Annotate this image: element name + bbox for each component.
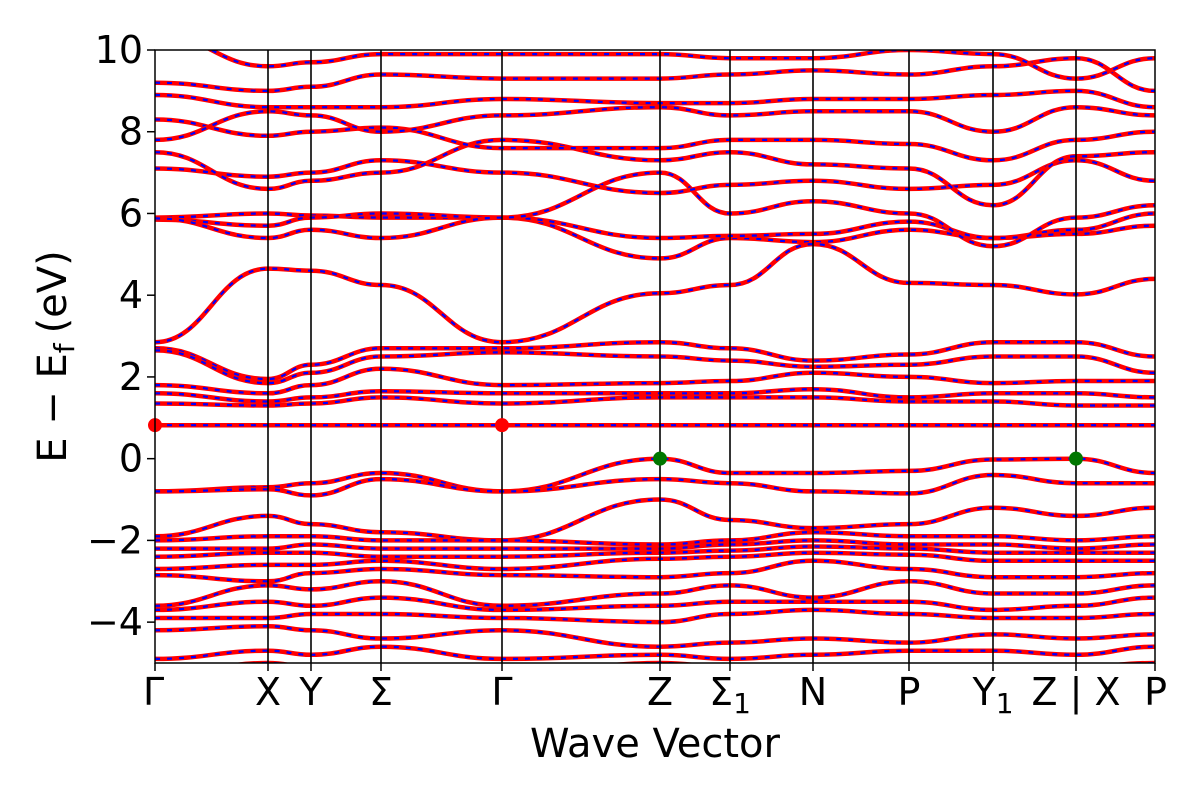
band-line-10 bbox=[206, 50, 1155, 81]
x-tick-label: Y bbox=[298, 670, 323, 714]
y-tick-label: −4 bbox=[87, 600, 143, 644]
x-tick-label: Σ1 bbox=[709, 670, 751, 720]
x-tick-label: Γ bbox=[491, 670, 512, 714]
y-axis-title-main: E − E bbox=[30, 353, 76, 463]
band-line-2 bbox=[155, 211, 1155, 241]
y-tick-label: 0 bbox=[119, 437, 143, 481]
x-tick-label: X bbox=[255, 670, 281, 714]
x-tick-label: Z bbox=[647, 670, 673, 714]
y-tick-label: 2 bbox=[119, 355, 143, 399]
band-line-dashed-20 bbox=[155, 498, 1155, 542]
band-line-dashed-26 bbox=[155, 580, 1155, 607]
band-line-6 bbox=[155, 117, 1155, 163]
y-axis-title: E − Ef (eV) bbox=[30, 250, 81, 463]
x-tick-label: Σ bbox=[369, 670, 393, 714]
band-extremum-marker-2 bbox=[495, 418, 509, 433]
band-line-dashed-13 bbox=[155, 349, 1155, 385]
x-tick-label: Z | X bbox=[1031, 670, 1120, 715]
y-tick-label: 10 bbox=[95, 28, 143, 72]
band-extremum-marker-3 bbox=[653, 451, 667, 466]
band-line-27 bbox=[155, 595, 1155, 613]
band-line-7 bbox=[155, 104, 1155, 143]
high-symmetry-lines bbox=[267, 50, 1077, 663]
x-tick-label: P bbox=[1144, 670, 1167, 714]
y-tick-label: −2 bbox=[87, 518, 143, 562]
y-axis: −4 −2 0 2 4 6 8 10 bbox=[87, 28, 155, 644]
x-tick-label: N bbox=[799, 670, 827, 714]
plot-frame bbox=[154, 49, 1156, 664]
x-axis: Γ X Y Σ Γ Z Σ1 N P Y1 Z | X P bbox=[143, 663, 1167, 720]
x-tick-label: P bbox=[898, 670, 921, 714]
band-line-dashed-5 bbox=[155, 138, 1155, 207]
y-tick-label: 6 bbox=[119, 191, 143, 235]
x-tick-label: Γ bbox=[143, 670, 164, 714]
y-axis-title-unit: (eV) bbox=[30, 250, 76, 333]
band-line-dashed-4 bbox=[155, 159, 1155, 195]
band-line-dashed-10 bbox=[209, 50, 1155, 80]
bands-layer bbox=[155, 50, 1155, 663]
band-line-dashed-12 bbox=[155, 341, 1155, 381]
y-tick-label: 8 bbox=[119, 110, 143, 154]
band-line-8 bbox=[155, 88, 1155, 110]
band-extremum-marker-4 bbox=[1069, 451, 1083, 466]
band-line-dashed-6 bbox=[155, 118, 1155, 162]
band-line-dashed-7 bbox=[155, 106, 1155, 141]
x-tick-label: Y1 bbox=[971, 670, 1013, 720]
y-axis-title-subscript: f bbox=[48, 342, 81, 353]
y-tick-label: 4 bbox=[119, 273, 143, 317]
x-axis-title: Wave Vector bbox=[530, 721, 781, 767]
band-line-24 bbox=[155, 550, 1155, 572]
band-line-4 bbox=[155, 158, 1155, 196]
band-line-29 bbox=[155, 623, 1155, 649]
